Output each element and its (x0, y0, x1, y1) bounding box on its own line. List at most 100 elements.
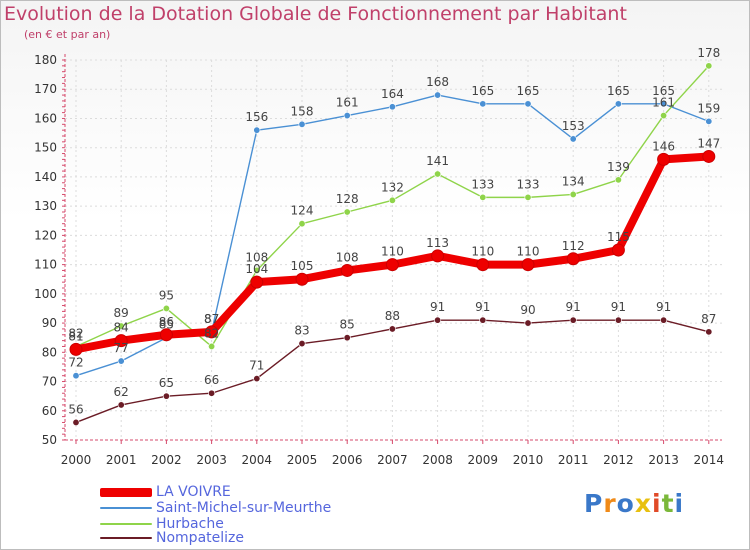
logo-letter: r (603, 489, 617, 518)
data-label: 91 (475, 300, 490, 314)
y-tick-label: 100 (34, 287, 57, 301)
legend-item-la-voivre: LA VOIVRE (100, 484, 231, 500)
data-point (69, 342, 83, 356)
y-tick-label: 140 (34, 170, 57, 184)
data-label: 71 (249, 359, 264, 373)
data-point (479, 316, 487, 324)
data-point (524, 100, 532, 108)
data-point (114, 334, 128, 348)
data-point (388, 103, 396, 111)
data-label: 164 (381, 87, 404, 101)
x-tick-label: 2009 (468, 453, 499, 467)
data-point (72, 418, 80, 426)
x-tick-label: 2000 (61, 453, 92, 467)
data-label: 91 (430, 300, 445, 314)
legend-swatch-hurbache (100, 523, 152, 525)
data-label: 132 (381, 180, 404, 194)
data-point (660, 100, 668, 108)
data-label: 90 (520, 303, 535, 317)
logo-letter: x (634, 489, 652, 518)
data-point (657, 152, 671, 166)
data-point (566, 252, 580, 266)
data-label: 105 (291, 259, 314, 273)
data-point (569, 190, 577, 198)
y-tick-label: 180 (34, 53, 57, 67)
data-point (569, 135, 577, 143)
data-label: 165 (607, 84, 630, 98)
data-label: 85 (340, 318, 355, 332)
data-label: 91 (656, 300, 671, 314)
data-point (208, 342, 216, 350)
y-tick-label: 80 (42, 345, 57, 359)
data-point (298, 220, 306, 228)
data-label: 82 (68, 326, 83, 340)
data-label: 108 (245, 250, 268, 264)
data-label: 82 (204, 326, 219, 340)
data-label: 85 (159, 318, 174, 332)
data-point (434, 91, 442, 99)
data-point (614, 316, 622, 324)
data-label: 95 (159, 288, 174, 302)
data-label: 153 (562, 119, 585, 133)
data-point (340, 263, 354, 277)
data-label: 87 (204, 312, 219, 326)
data-label: 87 (204, 312, 219, 326)
x-tick-label: 2011 (558, 453, 589, 467)
y-tick-label: 160 (34, 111, 57, 125)
data-point (524, 193, 532, 201)
data-point (385, 258, 399, 272)
legend-label-la-voivre: LA VOIVRE (156, 484, 231, 500)
data-point (660, 316, 668, 324)
data-label: 159 (697, 101, 720, 115)
data-label: 156 (245, 110, 268, 124)
data-point (705, 62, 713, 70)
data-label: 84 (114, 321, 129, 335)
data-point (524, 319, 532, 327)
data-point (343, 334, 351, 342)
data-label: 158 (291, 104, 314, 118)
data-point (521, 258, 535, 272)
data-point (476, 258, 490, 272)
data-label: 178 (697, 46, 720, 60)
data-label: 133 (471, 177, 494, 191)
data-point (705, 328, 713, 336)
data-label: 88 (385, 309, 400, 323)
data-point (159, 328, 173, 342)
data-label: 72 (68, 356, 83, 370)
data-point (117, 357, 125, 365)
data-point (343, 208, 351, 216)
data-label: 139 (607, 160, 630, 174)
data-label: 108 (336, 250, 359, 264)
data-point (434, 316, 442, 324)
x-tick-label: 2010 (513, 453, 544, 467)
legend-label-hurbache: Hurbache (156, 516, 224, 532)
data-label: 165 (652, 84, 675, 98)
data-point (388, 325, 396, 333)
data-point (162, 392, 170, 400)
data-label: 128 (336, 192, 359, 206)
data-label: 133 (517, 177, 540, 191)
data-point (162, 304, 170, 312)
data-label: 165 (471, 84, 494, 98)
data-point (431, 249, 445, 263)
y-tick-label: 70 (42, 375, 57, 389)
data-label: 165 (517, 84, 540, 98)
data-label: 83 (294, 324, 309, 338)
data-point (117, 322, 125, 330)
chart-subtitle: (en € et par an) (24, 28, 111, 41)
chart-title: Evolution de la Dotation Globale de Fonc… (4, 3, 627, 25)
x-tick-label: 2003 (196, 453, 227, 467)
y-tick-label: 150 (34, 141, 57, 155)
x-tick-label: 2014 (694, 453, 725, 467)
data-label: 91 (611, 300, 626, 314)
data-label: 104 (245, 262, 268, 276)
x-tick-label: 2008 (422, 453, 453, 467)
y-tick-label: 60 (42, 404, 57, 418)
data-label: 124 (291, 204, 314, 218)
data-label: 146 (652, 139, 675, 153)
logo-letter: i (674, 489, 685, 518)
data-label: 86 (159, 315, 174, 329)
data-label: 81 (68, 329, 83, 343)
y-tick-label: 170 (34, 82, 57, 96)
